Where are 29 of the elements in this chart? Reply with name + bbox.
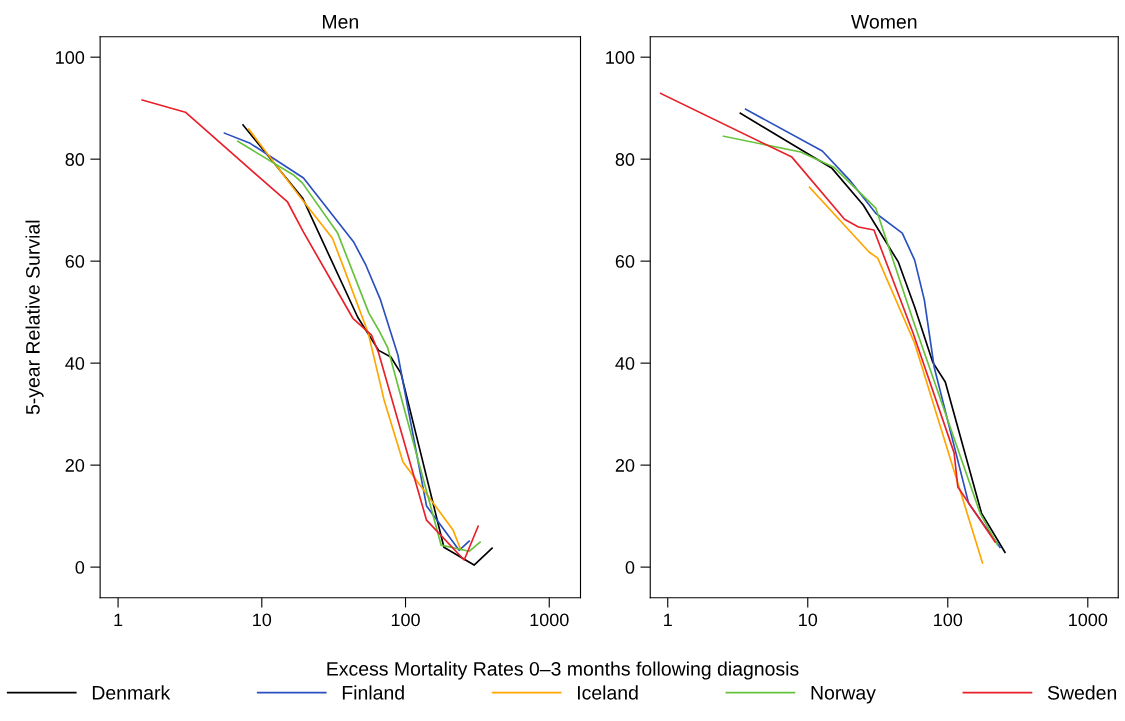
y-tick-label: 60 <box>615 255 635 268</box>
y-tick-label: 80 <box>615 153 635 166</box>
x-tick-label: 1 <box>114 613 123 627</box>
y-tick-label: 80 <box>65 153 85 166</box>
y-tick-label: 100 <box>56 51 85 64</box>
chart-title: Men <box>323 15 358 29</box>
legend-label: Sweden <box>1047 685 1117 700</box>
y-tick-label: 0 <box>75 561 85 574</box>
y-tick-label: 100 <box>606 51 635 64</box>
y-tick-label: 40 <box>65 357 85 370</box>
x-tick-label: 1000 <box>530 613 569 627</box>
x-tick-label: 10 <box>253 613 272 627</box>
x-tick-label: 1 <box>664 613 672 627</box>
x-tick-label: 10 <box>799 613 818 627</box>
chart-title: Women <box>851 15 917 29</box>
y-tick-label: 40 <box>615 357 635 370</box>
legend-label: Iceland <box>577 685 638 700</box>
y-tick-label: 20 <box>615 459 635 472</box>
y-axis-title: 5-year Relative Survial <box>25 220 44 415</box>
x-tick-label: 100 <box>934 613 963 627</box>
y-tick-label: 60 <box>65 255 85 268</box>
y-tick-label: 0 <box>625 561 635 574</box>
legend-label: Norway <box>811 686 876 704</box>
y-tick-label: 20 <box>65 459 85 472</box>
x-axis-title: Excess Mortality Rates 0–3 months following diagnosis <box>327 661 799 680</box>
x-tick-label: 1000 <box>1069 613 1108 627</box>
legend-label: Finland <box>342 685 404 700</box>
x-tick-label: 100 <box>391 613 420 627</box>
legend-label: Denmark <box>92 685 171 700</box>
